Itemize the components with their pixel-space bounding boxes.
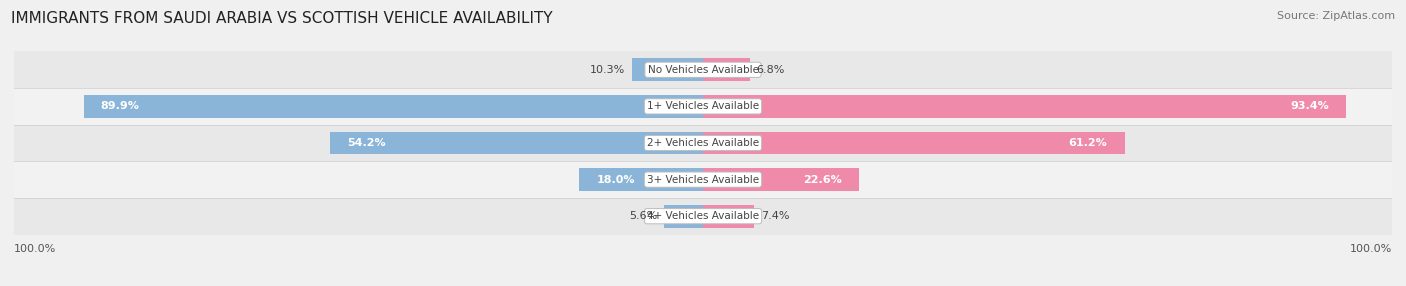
Bar [14, 198, 1392, 235]
Bar [665, 205, 703, 228]
Bar [14, 161, 1392, 198]
Text: No Vehicles Available: No Vehicles Available [648, 65, 758, 75]
Bar [329, 132, 703, 154]
Text: Source: ZipAtlas.com: Source: ZipAtlas.com [1277, 11, 1395, 21]
Text: 100.0%: 100.0% [1350, 244, 1392, 254]
Text: 7.4%: 7.4% [761, 211, 789, 221]
Text: 3+ Vehicles Available: 3+ Vehicles Available [647, 175, 759, 184]
Bar [703, 132, 1125, 154]
Bar [579, 168, 703, 191]
Text: 22.6%: 22.6% [803, 175, 841, 184]
Bar [703, 168, 859, 191]
Text: 100.0%: 100.0% [14, 244, 56, 254]
Bar [14, 51, 1392, 88]
Bar [703, 205, 754, 228]
Text: 1+ Vehicles Available: 1+ Vehicles Available [647, 102, 759, 111]
Bar [14, 88, 1392, 125]
Text: 6.8%: 6.8% [756, 65, 785, 75]
Text: 89.9%: 89.9% [101, 102, 139, 111]
Text: 4+ Vehicles Available: 4+ Vehicles Available [647, 211, 759, 221]
Text: IMMIGRANTS FROM SAUDI ARABIA VS SCOTTISH VEHICLE AVAILABILITY: IMMIGRANTS FROM SAUDI ARABIA VS SCOTTISH… [11, 11, 553, 26]
Bar [83, 95, 703, 118]
Text: 2+ Vehicles Available: 2+ Vehicles Available [647, 138, 759, 148]
Bar [633, 58, 703, 81]
Bar [14, 125, 1392, 161]
Text: 61.2%: 61.2% [1069, 138, 1108, 148]
Text: 18.0%: 18.0% [596, 175, 634, 184]
Text: 54.2%: 54.2% [347, 138, 385, 148]
Text: 93.4%: 93.4% [1291, 102, 1329, 111]
Bar [703, 95, 1347, 118]
Text: 10.3%: 10.3% [591, 65, 626, 75]
Bar [703, 58, 749, 81]
Text: 5.6%: 5.6% [630, 211, 658, 221]
